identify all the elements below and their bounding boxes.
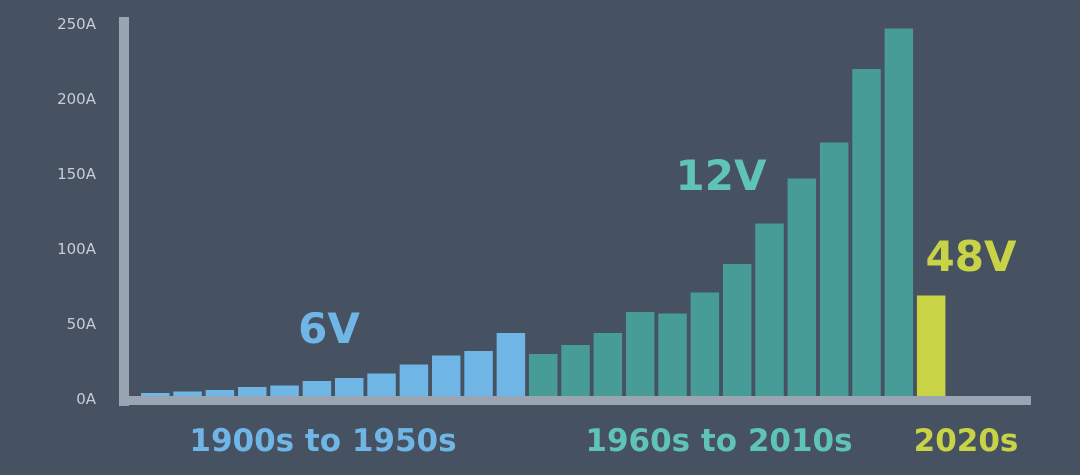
bar — [690, 292, 720, 399]
bar — [399, 364, 429, 399]
bar — [561, 345, 590, 399]
bar — [787, 178, 817, 399]
bar — [496, 333, 526, 399]
x-axis-line — [119, 396, 1031, 405]
y-tick-label: 100A — [57, 240, 97, 258]
bar — [884, 28, 914, 399]
bar — [528, 354, 558, 399]
bar — [593, 333, 623, 399]
bar — [173, 391, 202, 399]
bar — [916, 295, 946, 399]
y-axis-line — [119, 17, 129, 406]
bar — [270, 385, 299, 399]
y-tick-label: 0A — [76, 390, 97, 408]
bar — [367, 373, 396, 399]
bar — [464, 351, 493, 399]
y-tick-label: 150A — [57, 165, 97, 183]
bar — [431, 355, 461, 399]
era-label: 1960s to 2010s — [585, 423, 852, 459]
era-label: 1900s to 1950s — [189, 423, 456, 459]
voltage-label-6v: 6V — [298, 304, 360, 353]
voltage-label-12v: 12V — [676, 151, 767, 200]
bar — [722, 264, 752, 399]
voltage-label-48v: 48V — [926, 232, 1017, 281]
bar — [302, 381, 332, 399]
bar — [755, 223, 784, 399]
y-tick-label: 200A — [57, 90, 97, 108]
bar — [819, 142, 849, 399]
bar — [334, 378, 364, 399]
bar — [205, 390, 235, 399]
bar — [625, 312, 655, 399]
y-tick-label: 250A — [57, 15, 97, 33]
era-label: 2020s — [914, 423, 1019, 459]
y-tick-label: 50A — [67, 315, 97, 333]
bar — [852, 69, 881, 399]
bar — [658, 313, 687, 399]
